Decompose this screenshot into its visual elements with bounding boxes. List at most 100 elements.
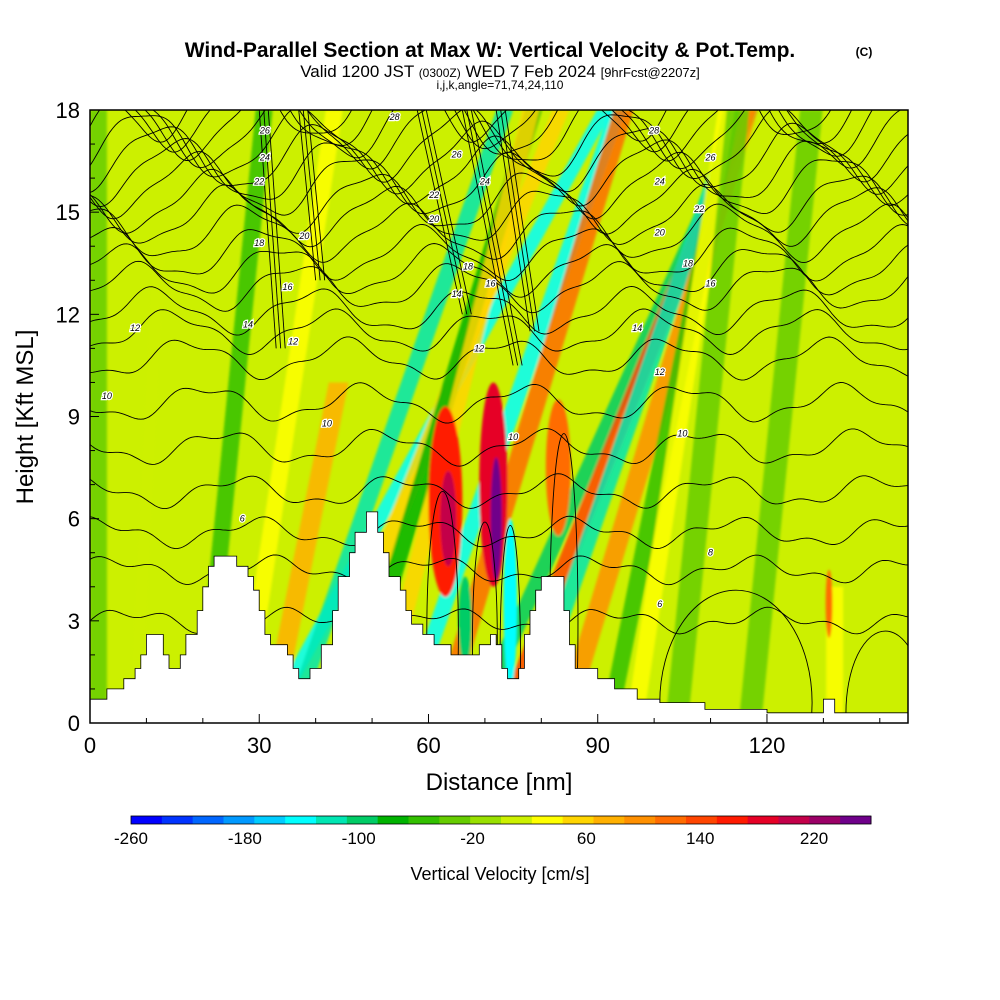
isentrope-line bbox=[90, 110, 908, 183]
velocity-cell bbox=[545, 399, 571, 536]
colorbar-swatch bbox=[192, 816, 224, 824]
colorbar-swatch bbox=[131, 816, 163, 824]
isentrope-line bbox=[90, 428, 908, 467]
subtitle-date: WED 7 Feb 2024 bbox=[465, 62, 595, 81]
y-axis: 0 3 6 9 12 15 18 bbox=[56, 98, 99, 736]
chart-params: i,j,k,angle=71,74,24,110 bbox=[437, 78, 564, 92]
colorbar-tick-label: -260 bbox=[114, 829, 148, 848]
isentrope-steep-line bbox=[263, 110, 282, 349]
y-axis-label: Height [Kft MSL] bbox=[12, 330, 39, 505]
isentrope-line bbox=[90, 110, 902, 170]
isentrope-line bbox=[90, 224, 908, 282]
colorbar-swatch bbox=[778, 816, 810, 824]
velocity-band bbox=[233, 110, 343, 723]
contour-label: 16 bbox=[706, 279, 716, 289]
isentrope-line bbox=[90, 336, 908, 381]
contour-label: 18 bbox=[683, 258, 693, 268]
colorbar-swatch bbox=[716, 816, 749, 824]
contour-label: 10 bbox=[508, 432, 518, 442]
velocity-band bbox=[260, 382, 349, 723]
colorbar-swatch bbox=[470, 816, 502, 824]
colorbar-tick-label: -20 bbox=[460, 829, 485, 848]
x-tick-label: 120 bbox=[749, 733, 786, 758]
isentrope-line bbox=[144, 110, 873, 162]
isentrope-line bbox=[134, 110, 853, 153]
y-tick-label: 6 bbox=[68, 507, 80, 532]
subtitle-forecast: [9hrFcst@2207z] bbox=[601, 65, 700, 80]
contour-label: 20 bbox=[428, 214, 439, 224]
isentrope-steep-line bbox=[302, 110, 321, 281]
contour-label: 18 bbox=[254, 238, 264, 248]
colorbar-swatch bbox=[439, 816, 471, 824]
velocity-field bbox=[90, 110, 844, 723]
title-mark: (C) bbox=[856, 45, 873, 59]
isentrope-line bbox=[124, 110, 832, 143]
isentrope-line bbox=[90, 135, 908, 207]
isentrope-steep-line bbox=[267, 110, 286, 349]
velocity-cell bbox=[825, 569, 833, 638]
colorbar-tick-label: 140 bbox=[686, 829, 714, 848]
isentrope-line bbox=[90, 308, 908, 355]
isentrope-steep-line bbox=[500, 110, 535, 332]
isentrope-steep-line bbox=[416, 110, 463, 315]
isentrope-steep-line bbox=[421, 110, 468, 315]
velocity-cell bbox=[458, 576, 472, 666]
velocity-band bbox=[665, 110, 750, 723]
isentrope-steep-line bbox=[425, 110, 472, 315]
contour-label: 6 bbox=[240, 514, 245, 524]
contour-label: 28 bbox=[389, 112, 400, 122]
contour-label: 24 bbox=[654, 177, 665, 187]
colorbar-swatch bbox=[408, 816, 440, 824]
colorbar: -260 -180 -100 -20 60 140 220 bbox=[114, 815, 872, 848]
colorbar-tick-label: 60 bbox=[577, 829, 596, 848]
x-tick-label: 90 bbox=[585, 733, 609, 758]
colorbar-swatch bbox=[501, 816, 533, 824]
contour-label: 8 bbox=[708, 548, 713, 558]
velocity-band bbox=[126, 246, 168, 723]
isentrope-line bbox=[90, 285, 908, 336]
plot-area: 6 6 8 10 10 10 10 12 12 12 12 14 14 14 16 16 16 18 18 18 20 2… bbox=[90, 110, 908, 723]
isentrope-line bbox=[90, 120, 908, 195]
terrain bbox=[90, 511, 908, 723]
contour-label: 14 bbox=[632, 323, 642, 333]
colorbar-swatch bbox=[346, 816, 379, 824]
colorbar-swatch bbox=[223, 816, 255, 824]
colorbar-swatch bbox=[254, 816, 286, 824]
contour-label: 16 bbox=[486, 279, 496, 289]
isentrope-steep-line bbox=[504, 110, 540, 332]
contour-label: 20 bbox=[654, 228, 665, 238]
y-tick-label: 12 bbox=[56, 302, 80, 327]
colorbar-swatch bbox=[655, 816, 687, 824]
isentrope-line bbox=[90, 168, 908, 235]
colorbar-swatch bbox=[686, 816, 718, 824]
colorbar-tick-label: -180 bbox=[228, 829, 262, 848]
contour-label: 14 bbox=[452, 289, 462, 299]
velocity-cell bbox=[503, 518, 518, 689]
colorbar-swatch bbox=[747, 816, 779, 824]
velocity-band bbox=[625, 110, 735, 723]
contour-label: 12 bbox=[288, 337, 298, 347]
contour-label: 12 bbox=[130, 323, 140, 333]
x-axis: 0 30 60 90 120 bbox=[84, 714, 881, 758]
colorbar-swatch bbox=[593, 816, 625, 824]
isentrope-line bbox=[90, 151, 908, 220]
contour-label: 12 bbox=[474, 343, 484, 353]
contour-label: 16 bbox=[282, 282, 292, 292]
isentrope-steep-line bbox=[470, 110, 523, 366]
y-tick-label: 9 bbox=[68, 405, 80, 430]
contour-label: 22 bbox=[428, 190, 439, 200]
isentrope-line bbox=[90, 260, 908, 314]
colorbar-frame bbox=[130, 815, 872, 825]
velocity-cell bbox=[440, 470, 457, 567]
contour-label: 26 bbox=[451, 149, 462, 159]
contour-label: 12 bbox=[655, 367, 665, 377]
isentrope-line bbox=[90, 473, 908, 510]
velocity-band bbox=[738, 110, 823, 723]
isentrope-steep-line bbox=[258, 110, 277, 349]
isentrope-steep-line bbox=[466, 110, 519, 366]
y-tick-label: 3 bbox=[68, 609, 80, 634]
contour-label: 26 bbox=[705, 153, 716, 163]
colorbar-swatch bbox=[809, 816, 841, 824]
colorbar-swatch bbox=[624, 816, 656, 824]
